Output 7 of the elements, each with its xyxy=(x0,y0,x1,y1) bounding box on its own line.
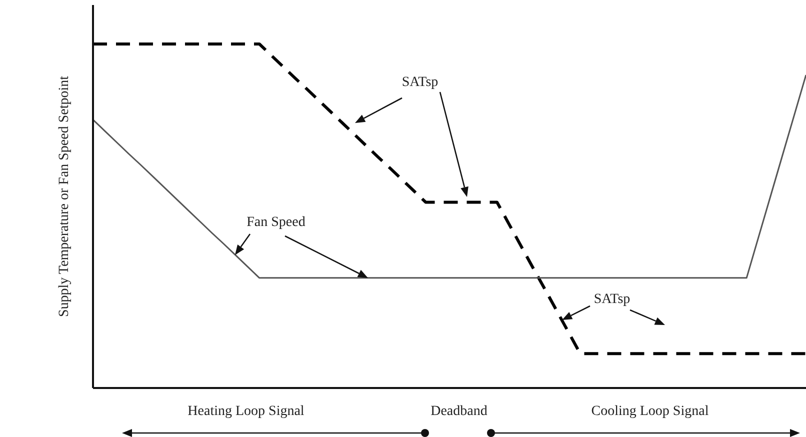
annotation: SATsp xyxy=(594,292,630,307)
text: Cooling Loop Signal xyxy=(591,404,709,419)
annotation: SATsp xyxy=(402,75,438,90)
y-axis-title: Supply Temperature or Fan Speed Setpoint xyxy=(57,76,72,318)
annotation: Fan Speed xyxy=(246,215,306,230)
text: Deadband xyxy=(430,404,488,419)
text: Heating Loop Signal xyxy=(188,404,304,419)
